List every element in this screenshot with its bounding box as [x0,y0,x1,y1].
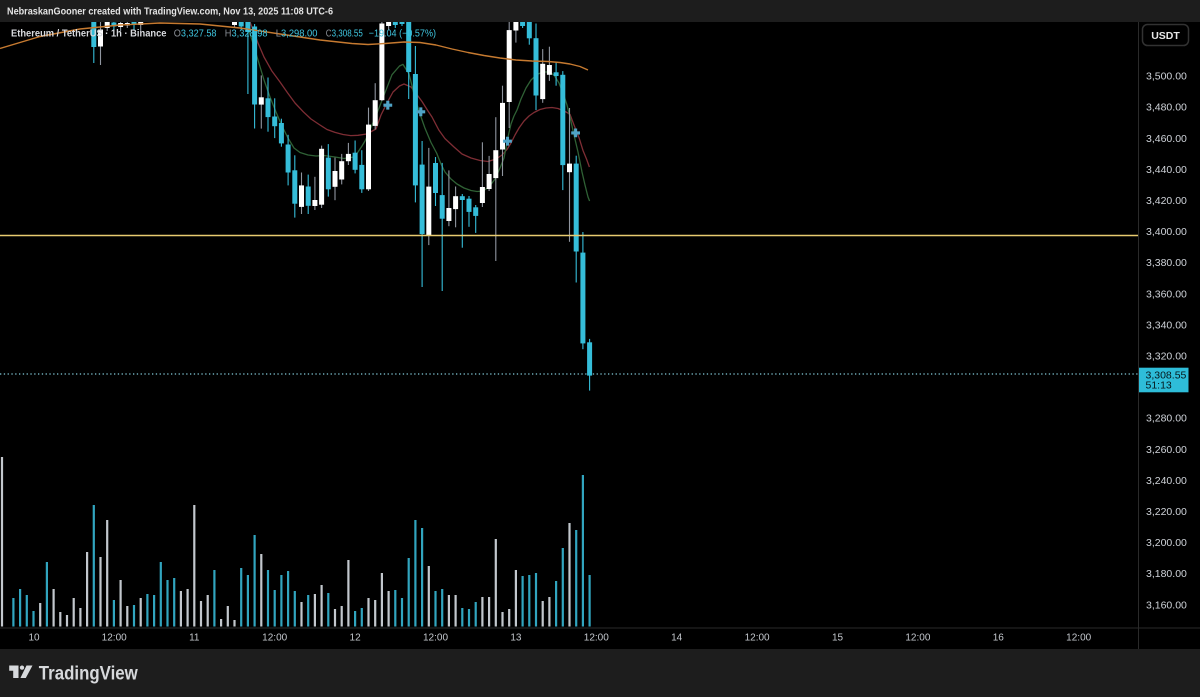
svg-text:3,500.00: 3,500.00 [1146,71,1187,83]
svg-text:USDT: USDT [1151,30,1180,42]
svg-text:3,340.00: 3,340.00 [1146,319,1187,331]
svg-text:12:00: 12:00 [584,633,609,644]
svg-text:C3,308.55: C3,308.55 [326,29,363,40]
svg-text:3,460.00: 3,460.00 [1146,133,1187,145]
svg-text:3,220.00: 3,220.00 [1146,506,1187,518]
svg-text:Ethereum / TetherUS · 1h · Bin: Ethereum / TetherUS · 1h · Binance [11,29,167,40]
svg-text:3,240.00: 3,240.00 [1146,475,1187,487]
svg-text:NebraskanGooner created with T: NebraskanGooner created with TradingView… [7,6,333,18]
svg-text:13: 13 [510,633,522,644]
svg-text:L3,298.00: L3,298.00 [276,29,318,40]
svg-text:TradingView: TradingView [39,664,138,685]
svg-text:16: 16 [993,633,1005,644]
svg-text:12:00: 12:00 [262,633,287,644]
svg-text:14: 14 [671,633,683,644]
svg-text:3,320.00: 3,320.00 [1146,351,1187,363]
svg-text:3,200.00: 3,200.00 [1146,537,1187,549]
svg-text:O3,327.58: O3,327.58 [174,29,217,40]
svg-text:12:00: 12:00 [1066,633,1091,644]
svg-text:15: 15 [832,633,844,644]
svg-text:3,400.00: 3,400.00 [1146,226,1187,238]
svg-text:12: 12 [350,633,362,644]
svg-text:3,360.00: 3,360.00 [1146,288,1187,300]
svg-text:3,260.00: 3,260.00 [1146,444,1187,456]
svg-text:12:00: 12:00 [102,633,127,644]
svg-text:12:00: 12:00 [423,633,448,644]
svg-text:−19.04 (−0.57%): −19.04 (−0.57%) [369,29,436,40]
svg-text:3,308.55: 3,308.55 [1146,369,1187,381]
svg-text:3,480.00: 3,480.00 [1146,102,1187,114]
svg-text:3,180.00: 3,180.00 [1146,568,1187,580]
svg-text:51:13: 51:13 [1146,379,1172,391]
svg-text:10: 10 [28,633,40,644]
svg-text:3,420.00: 3,420.00 [1146,195,1187,207]
svg-text:3,280.00: 3,280.00 [1146,413,1187,425]
svg-text:3,380.00: 3,380.00 [1146,257,1187,269]
svg-text:11: 11 [189,633,200,644]
svg-text:3,160.00: 3,160.00 [1146,599,1187,611]
svg-text:H3,328.98: H3,328.98 [225,29,268,40]
svg-text:12:00: 12:00 [745,633,770,644]
svg-text:12:00: 12:00 [905,633,930,644]
svg-text:3,440.00: 3,440.00 [1146,164,1187,176]
